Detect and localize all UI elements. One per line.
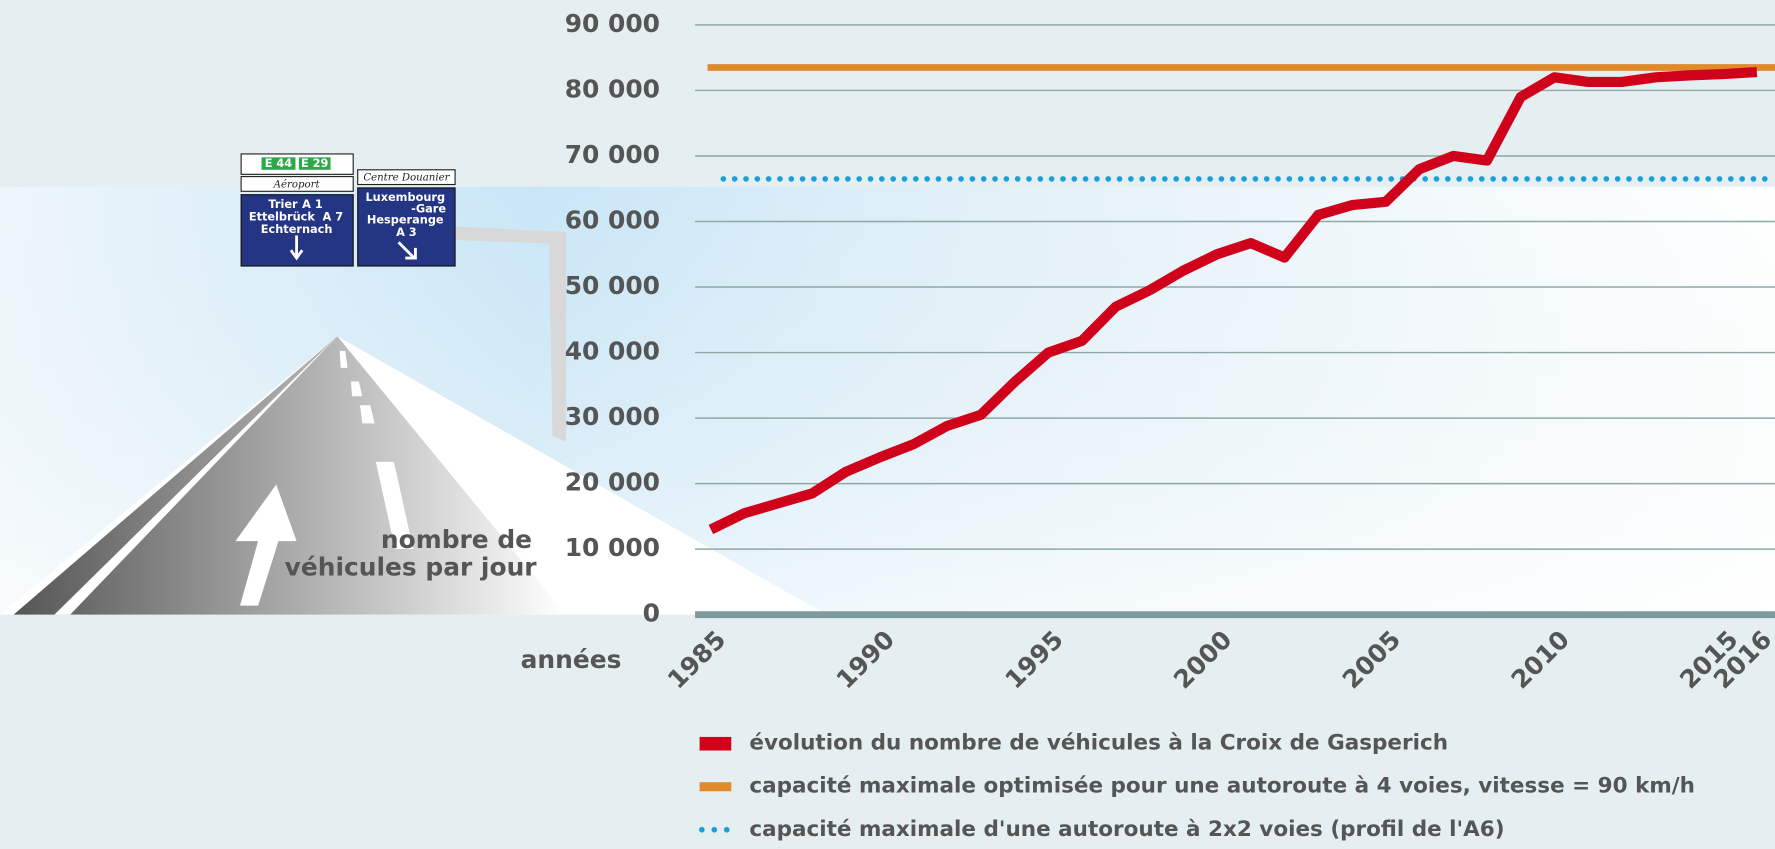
- sign-panel: [240, 153, 354, 175]
- y-tick-label: 0: [643, 599, 660, 628]
- legend-swatch: [699, 782, 732, 792]
- sign-text: Echternach: [261, 222, 333, 236]
- lane-dash: [339, 350, 348, 368]
- sign-text: E 44: [265, 156, 293, 170]
- sign-panel: [357, 187, 456, 267]
- lane-dash: [350, 381, 363, 397]
- x-axis-label: années: [521, 645, 622, 674]
- legend-label: capacité maximale d'une autoroute à 2x2 …: [749, 817, 1504, 842]
- y-tick-label: 80 000: [565, 74, 660, 103]
- sign-arrow: [289, 235, 304, 261]
- y-tick-label: 60 000: [565, 205, 660, 234]
- data-line: [708, 67, 1758, 535]
- arrow: [235, 484, 297, 606]
- sign-text: Centre Douanier: [363, 173, 450, 184]
- sign-panel: [240, 176, 354, 192]
- x-tick-label: 2000: [1168, 625, 1237, 694]
- sign-text: E 29: [301, 156, 329, 170]
- y-tick-label: 10 000: [565, 533, 660, 562]
- legend-swatch: [699, 736, 732, 751]
- x-tick-label: 1985: [662, 625, 731, 694]
- y-tick-label: 40 000: [565, 337, 660, 366]
- y-axis-label: véhicules par jour: [285, 552, 538, 581]
- sign-arrow: [397, 241, 417, 260]
- arrow: [486, 469, 589, 572]
- sign-text: Hesperange: [367, 213, 444, 227]
- sign-panel: [357, 169, 456, 186]
- y-tick-label: 70 000: [565, 140, 660, 169]
- x-tick-label: 1995: [999, 625, 1068, 694]
- signs: E 44 E 29 Aéroport Centre Douanier Trier…: [240, 153, 456, 267]
- sign-text: A 1: [302, 197, 323, 211]
- legend-label: capacité maximale optimisée pour une aut…: [749, 774, 1695, 799]
- road: [13, 336, 567, 615]
- sign-text: -Gare: [411, 201, 446, 215]
- lane-dash: [359, 405, 375, 424]
- x-tick-label: 2010: [1505, 625, 1574, 694]
- sign-text: Trier: [268, 197, 298, 211]
- sign-text: A 3: [396, 225, 417, 239]
- sign-text: Ettelbrück: [249, 209, 316, 223]
- sign-text: Aéroport: [273, 179, 321, 191]
- y-tick-label: 30 000: [565, 402, 660, 431]
- x-tick-label: 2005: [1337, 625, 1406, 694]
- lane-dash: [375, 461, 414, 550]
- x-tick-label: 1990: [831, 625, 900, 694]
- y-tick-label: 20 000: [565, 468, 660, 497]
- sign-post: [452, 226, 567, 442]
- y-tick-label: 50 000: [565, 271, 660, 300]
- road-line: [54, 336, 338, 615]
- y-axis-label: nombre de: [381, 525, 532, 554]
- y-tick-label: 90 000: [565, 9, 660, 38]
- sign-text: A 7: [323, 209, 344, 223]
- sign-text: Luxembourg: [365, 190, 445, 204]
- legend-label: évolution du nombre de véhicules à la Cr…: [749, 731, 1448, 756]
- sign-panel: [298, 157, 331, 170]
- sign-panel: [261, 157, 296, 170]
